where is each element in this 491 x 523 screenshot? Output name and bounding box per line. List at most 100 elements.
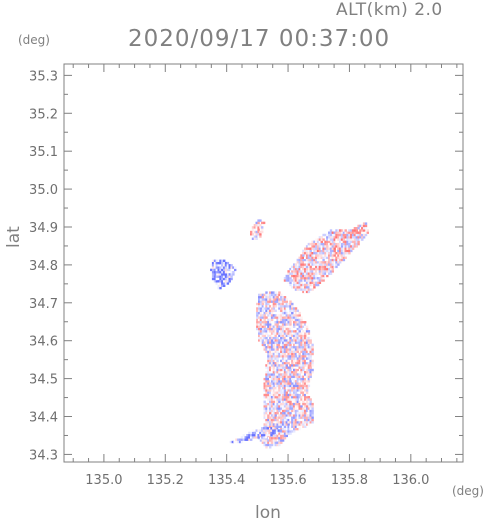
- radar-cell: [296, 377, 299, 381]
- radar-cell: [298, 323, 301, 326]
- radar-cell: [331, 249, 334, 253]
- radar-cell: [337, 252, 340, 255]
- radar-cell: [302, 286, 305, 289]
- radar-cell: [259, 305, 263, 308]
- radar-cell: [304, 343, 307, 347]
- radar-cell: [298, 325, 301, 328]
- radar-cell: [287, 373, 290, 376]
- radar-cell: [281, 298, 285, 301]
- radar-cell: [305, 286, 309, 289]
- radar-cell: [226, 268, 230, 272]
- radar-cell: [267, 439, 270, 442]
- radar-cell: [278, 384, 281, 388]
- radar-cell: [281, 296, 285, 299]
- radar-cell: [311, 407, 314, 410]
- radar-cell: [309, 361, 312, 365]
- radar-cell: [357, 238, 360, 241]
- radar-cell: [221, 268, 224, 272]
- radar-cell: [258, 316, 261, 319]
- altitude-label: ALT(km) 2.0: [336, 0, 443, 20]
- radar-cell: [280, 425, 283, 428]
- radar-cell: [293, 286, 296, 289]
- radar-cell: [355, 238, 358, 241]
- radar-cell: [316, 281, 320, 284]
- radar-cell: [344, 249, 347, 253]
- radar-cell: [300, 258, 303, 262]
- radar-cell: [223, 268, 226, 272]
- radar-cell: [298, 279, 301, 282]
- y-tick-label: 34.9: [29, 221, 58, 236]
- radar-cell: [331, 263, 334, 266]
- radar-cell: [313, 267, 316, 271]
- radar-cell: [274, 291, 277, 294]
- radar-cell: [261, 314, 265, 317]
- radar-cell: [309, 256, 312, 259]
- radar-cell: [305, 371, 309, 374]
- radar-cell: [274, 427, 277, 431]
- radar-cell: [274, 325, 277, 328]
- radar-cell: [278, 396, 281, 399]
- radar-cell: [348, 236, 351, 239]
- radar-cell: [287, 332, 290, 335]
- radar-cell: [291, 305, 294, 308]
- radar-cell: [296, 311, 299, 315]
- radar-cell: [283, 321, 287, 324]
- radar-cell: [294, 373, 298, 376]
- radar-cell: [278, 325, 281, 328]
- radar-cell: [269, 332, 272, 335]
- radar-cell: [278, 389, 281, 392]
- radar-cell: [307, 258, 311, 262]
- radar-cell: [276, 293, 279, 297]
- radar-cell: [291, 359, 294, 363]
- radar-cell: [270, 341, 274, 344]
- radar-cell: [350, 236, 353, 239]
- radar-cell: [293, 281, 296, 284]
- radar-cell: [267, 396, 270, 399]
- radar-cell: [357, 224, 360, 228]
- radar-cell: [302, 279, 305, 282]
- radar-cell: [263, 341, 266, 344]
- radar-cell: [270, 405, 274, 408]
- radar-cell: [304, 279, 307, 282]
- radar-cell: [281, 355, 285, 358]
- radar-cell: [258, 311, 261, 315]
- radar-cell: [294, 316, 298, 319]
- radar-cell: [293, 386, 296, 390]
- radar-cell: [340, 240, 344, 243]
- radar-cell: [280, 311, 283, 315]
- radar-cell: [267, 350, 270, 353]
- radar-cell: [318, 240, 322, 243]
- radar-cell: [298, 418, 301, 422]
- radar-cell: [276, 348, 279, 351]
- radar-cell: [285, 318, 288, 322]
- radar-cell: [211, 259, 215, 262]
- radar-cell: [256, 327, 259, 331]
- radar-cell: [318, 281, 322, 284]
- radar-cell: [291, 402, 294, 406]
- radar-cell: [278, 402, 281, 406]
- radar-cell: [281, 311, 285, 315]
- radar-cell: [293, 357, 296, 360]
- radar-cell: [309, 418, 312, 422]
- radar-cell: [278, 373, 281, 376]
- radar-cell: [339, 249, 342, 253]
- radar-cell: [287, 327, 290, 331]
- radar-cell: [340, 249, 344, 253]
- y-unit-label: (deg): [18, 33, 50, 47]
- radar-cell: [287, 339, 290, 342]
- radar-cell: [294, 355, 298, 358]
- radar-cell: [302, 249, 305, 253]
- radar-cell: [285, 405, 288, 408]
- radar-cell: [293, 330, 296, 333]
- radar-cell: [340, 252, 344, 255]
- radar-cell: [226, 275, 230, 278]
- radar-cell: [217, 282, 220, 285]
- radar-cell: [283, 368, 287, 372]
- radar-cell: [309, 416, 312, 419]
- radar-cell: [267, 421, 270, 424]
- radar-cell: [258, 327, 261, 331]
- radar-cell: [305, 423, 309, 426]
- radar-cell: [311, 343, 314, 347]
- radar-cell: [278, 409, 281, 413]
- radar-cell: [263, 327, 266, 331]
